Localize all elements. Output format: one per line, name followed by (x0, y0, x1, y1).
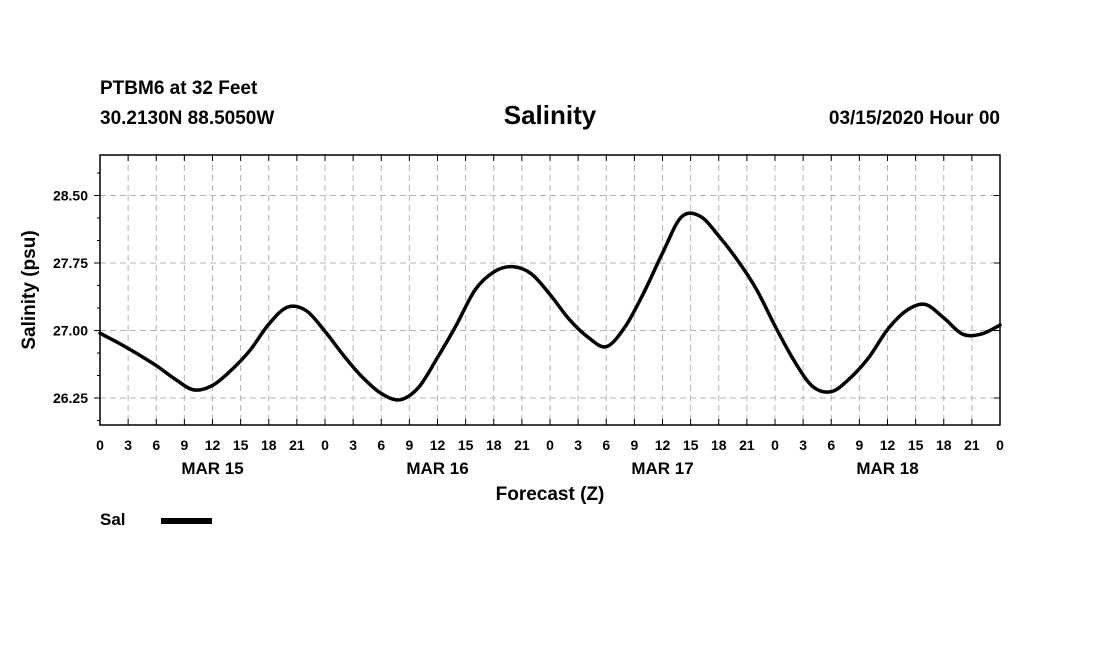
x-tick-label: 12 (655, 437, 671, 453)
x-tick-label: 6 (602, 437, 610, 453)
x-tick-label: 3 (349, 437, 357, 453)
x-tick-label: 3 (799, 437, 807, 453)
grid (100, 155, 1000, 425)
x-tick-label: 15 (458, 437, 474, 453)
x-tick-label: 9 (180, 437, 188, 453)
axis-tick-labels: 0 3 6 9 12 15 18 21 0 3 6 9 12 15 18 21 0 3 6 9 12 15 18 21 0 3 6 9… (53, 188, 1004, 479)
station-coordinates: 30.2130N 88.5050W (100, 108, 274, 129)
x-tick-label: 15 (233, 437, 249, 453)
series-line-sal (98, 211, 1002, 402)
y-tick-label: 27.75 (53, 255, 88, 271)
x-tick-label: 3 (574, 437, 582, 453)
series-layer (98, 211, 1002, 402)
y-tick-label: 27.00 (53, 323, 88, 339)
x-tick-label: 21 (289, 437, 305, 453)
x-tick-label: 15 (908, 437, 924, 453)
y-axis-title: Salinity (psu) (19, 230, 40, 349)
chart-title: Salinity (504, 100, 597, 130)
x-tick-label: 0 (546, 437, 554, 453)
y-tick-label: 26.25 (53, 390, 88, 406)
x-date-label: MAR 15 (181, 459, 243, 478)
x-tick-label: 18 (936, 437, 952, 453)
x-tick-label: 0 (771, 437, 779, 453)
x-tick-label: 12 (430, 437, 446, 453)
station-title: PTBM6 at 32 Feet (100, 78, 258, 99)
x-tick-label: 0 (996, 437, 1004, 453)
x-tick-label: 6 (152, 437, 160, 453)
x-tick-label: 18 (261, 437, 277, 453)
legend-label: Sal (100, 510, 126, 529)
legend: Sal (100, 510, 212, 529)
x-tick-label: 3 (124, 437, 132, 453)
x-date-label: MAR 16 (406, 459, 468, 478)
x-tick-label: 12 (205, 437, 221, 453)
x-tick-label: 21 (514, 437, 530, 453)
forecast-datetime: 03/15/2020 Hour 00 (829, 108, 1000, 129)
x-tick-label: 9 (405, 437, 413, 453)
x-tick-label: 0 (96, 437, 104, 453)
x-tick-label: 12 (880, 437, 896, 453)
x-tick-label: 21 (739, 437, 755, 453)
x-tick-label: 9 (630, 437, 638, 453)
x-axis-title: Forecast (Z) (496, 484, 605, 505)
x-date-label: MAR 17 (631, 459, 693, 478)
x-tick-label: 15 (683, 437, 699, 453)
x-tick-label: 9 (855, 437, 863, 453)
x-tick-label: 18 (486, 437, 502, 453)
x-tick-label: 21 (964, 437, 980, 453)
x-tick-label: 0 (321, 437, 329, 453)
x-date-label: MAR 18 (856, 459, 918, 478)
y-tick-label: 28.50 (53, 188, 88, 204)
x-tick-label: 6 (377, 437, 385, 453)
axis-ticks (94, 155, 1001, 425)
x-tick-label: 6 (827, 437, 835, 453)
x-tick-label: 18 (711, 437, 727, 453)
